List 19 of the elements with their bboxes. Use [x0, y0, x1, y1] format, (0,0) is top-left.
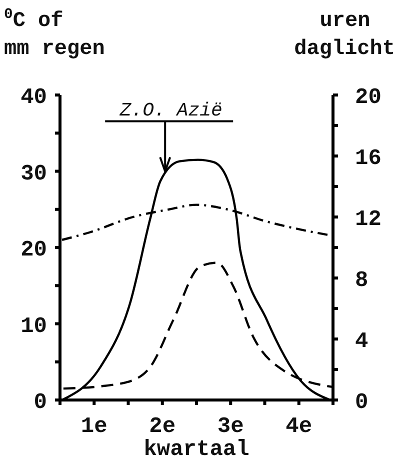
- y-tick-label: 20: [20, 238, 47, 262]
- y-tick-label: 10: [20, 314, 47, 339]
- x-tick-label: 1e: [80, 414, 108, 439]
- y2-tick-label: 4: [355, 329, 368, 354]
- annotation: Z.O. Azië: [118, 99, 222, 122]
- y2-tick-label: 8: [355, 268, 368, 293]
- x-tick-label: 2e: [149, 414, 176, 439]
- y2-tick-label: 0: [355, 390, 368, 415]
- x-tick-label: 3e: [217, 414, 244, 439]
- y2-tick-label: 12: [355, 207, 382, 232]
- x-axis-title: kwartaal: [144, 437, 250, 462]
- y-axis-title: $^{0}$C of mm regen: [4, 7, 105, 61]
- y2-tick-label: 16: [355, 146, 382, 171]
- y-tick-label: 30: [20, 161, 47, 186]
- y-tick-label: 0: [34, 390, 47, 415]
- y-tick-label: 40: [20, 85, 47, 110]
- y2-axis-title: uren daglicht: [294, 10, 395, 61]
- x-tick-label: 4e: [286, 414, 312, 439]
- y2-tick-label: 20: [355, 85, 382, 110]
